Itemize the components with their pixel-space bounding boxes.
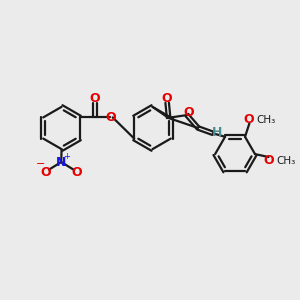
Text: CH₃: CH₃ — [276, 156, 296, 166]
Text: +: + — [63, 152, 70, 161]
Text: CH₃: CH₃ — [256, 115, 275, 125]
Text: O: O — [72, 166, 83, 178]
Text: O: O — [264, 154, 274, 167]
Text: O: O — [106, 111, 116, 124]
Text: O: O — [244, 113, 254, 126]
Text: N: N — [56, 155, 66, 169]
Text: O: O — [90, 92, 101, 105]
Text: O: O — [162, 92, 172, 105]
Text: O: O — [183, 106, 194, 119]
Text: O: O — [40, 166, 51, 178]
Text: H: H — [212, 126, 223, 139]
Text: −: − — [36, 159, 45, 170]
